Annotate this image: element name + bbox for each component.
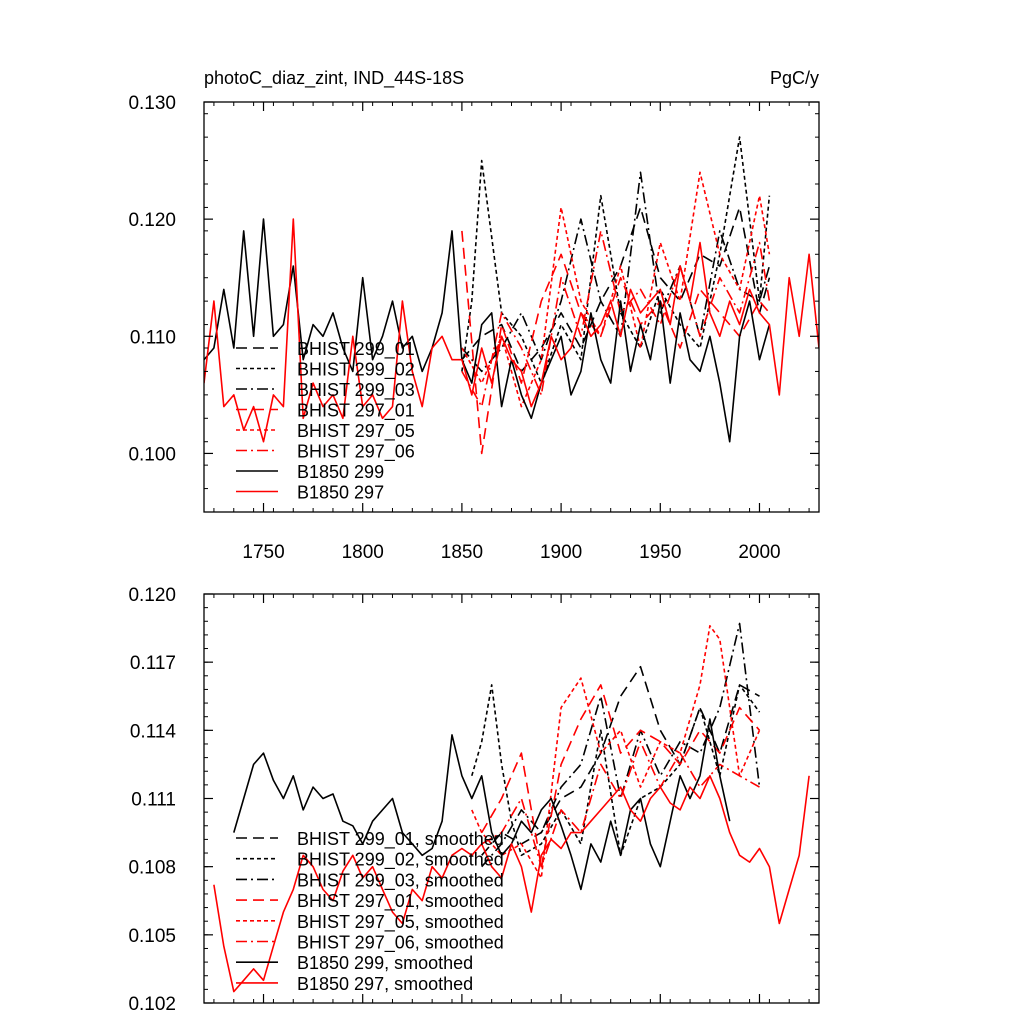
x-tick-label: 1950 — [639, 542, 681, 563]
legend-entry: B1850 297 — [297, 483, 384, 503]
series-line-bottom-2 — [481, 622, 761, 868]
legend-entry: BHIST 299_03 — [297, 380, 415, 401]
y-tick-label: 0.100 — [128, 444, 176, 465]
x-tick-label: 1800 — [342, 542, 384, 563]
series-line-bottom-3 — [481, 684, 761, 868]
legend-entry: BHIST 299_02 — [297, 360, 415, 381]
series-line-bottom-5 — [481, 740, 760, 868]
series-line-top-5 — [461, 230, 771, 408]
x-tick-label: 1750 — [242, 542, 284, 563]
legend-entry: B1850 299, smoothed — [297, 953, 473, 973]
series-line-bottom-0 — [481, 665, 760, 856]
series-line-bottom-6 — [233, 718, 731, 891]
legend-entry: BHIST 299_01, smoothed — [297, 829, 504, 850]
bottom-panel: 0.102 0.105 0.108 0.111 0.114 0.117 0.120 BHIST… — [128, 585, 820, 1015]
top-plot-area: 0.100 0.110 0.120 0.130 1750 1800 1850 1900 1950… — [128, 93, 820, 563]
y-tick-label: 0.110 — [130, 327, 176, 348]
y-tick-label: 0.117 — [130, 653, 176, 674]
y-tick-label: 0.102 — [128, 994, 176, 1015]
legend-entry: BHIST 299_01 — [297, 339, 415, 360]
top-chart-units: PgC/y — [770, 68, 819, 88]
legend-entry: BHIST 297_05, smoothed — [297, 912, 504, 933]
y-tick-label: 0.120 — [128, 210, 176, 231]
y-tick-label: 0.105 — [128, 926, 176, 947]
y-tick-label: 0.108 — [128, 858, 176, 879]
y-tick-label: 0.130 — [128, 93, 176, 114]
legend-entry: B1850 297, smoothed — [297, 974, 473, 994]
y-tick-label: 0.120 — [128, 585, 176, 606]
series-line-top-7 — [204, 218, 819, 443]
series-line-bottom-4 — [471, 624, 761, 879]
legend-entry: BHIST 297_06, smoothed — [297, 933, 504, 954]
legend-entry: BHIST 297_06 — [297, 442, 415, 463]
legend-entry: BHIST 299_02, smoothed — [297, 850, 504, 871]
bottom-plot-area: 0.102 0.105 0.108 0.111 0.114 0.117 0.120 BHIST… — [128, 585, 820, 1015]
series-line-top-4 — [461, 171, 771, 408]
legend-entry: BHIST 299_03, smoothed — [297, 870, 504, 891]
legend-entry: BHIST 297_01, smoothed — [297, 891, 504, 912]
x-tick-label: 1900 — [540, 542, 582, 563]
series-line-top-6 — [204, 218, 771, 443]
top-panel: photoC_diaz_zint, IND_44S-18S PgC/y 0.10… — [128, 68, 820, 563]
y-tick-label: 0.111 — [131, 790, 176, 811]
legend-entry: B1850 299 — [297, 462, 384, 482]
series-line-top-1 — [461, 136, 771, 384]
legend-entry: BHIST 297_01 — [297, 401, 415, 422]
top-chart-title: photoC_diaz_zint, IND_44S-18S — [204, 68, 464, 89]
x-tick-label: 1850 — [441, 542, 483, 563]
series-line-bottom-7 — [213, 774, 810, 993]
x-tick-label: 2000 — [738, 542, 780, 563]
legend-entry: BHIST 297_05 — [297, 421, 415, 442]
y-tick-label: 0.114 — [130, 721, 177, 742]
